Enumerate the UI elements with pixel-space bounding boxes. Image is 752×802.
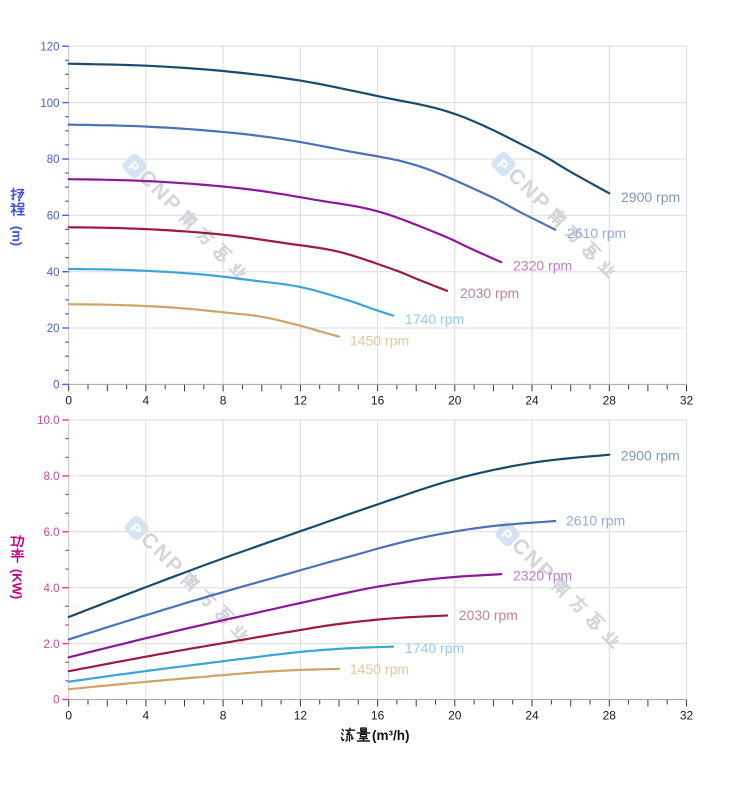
svg-text:8.0: 8.0 [44, 471, 60, 483]
svg-text:12: 12 [294, 394, 308, 408]
svg-text:32: 32 [680, 394, 694, 408]
svg-text:2610 rpm: 2610 rpm [567, 225, 626, 241]
svg-text:16: 16 [371, 709, 385, 723]
svg-text:80: 80 [47, 154, 60, 166]
svg-text:(m): (m) [10, 226, 25, 246]
svg-text:1740 rpm: 1740 rpm [405, 311, 464, 327]
svg-text:20: 20 [448, 709, 462, 723]
svg-text:0: 0 [53, 380, 59, 392]
svg-text:24: 24 [525, 394, 539, 408]
svg-text:8: 8 [220, 709, 227, 723]
svg-text:24: 24 [525, 709, 539, 723]
svg-text:40: 40 [47, 267, 60, 279]
svg-text:10.0: 10.0 [37, 415, 59, 427]
svg-text:2320 rpm: 2320 rpm [513, 568, 572, 584]
svg-text:0: 0 [65, 394, 72, 408]
svg-text:1450 rpm: 1450 rpm [350, 661, 409, 677]
svg-text:4: 4 [143, 709, 150, 723]
svg-text:12: 12 [294, 709, 308, 723]
svg-text:2900 rpm: 2900 rpm [621, 447, 680, 463]
svg-text:2030 rpm: 2030 rpm [459, 607, 518, 623]
svg-text:28: 28 [603, 709, 617, 723]
svg-text:0: 0 [65, 709, 72, 723]
svg-text:4: 4 [143, 394, 150, 408]
svg-text:100: 100 [40, 98, 59, 110]
svg-text:120: 120 [40, 41, 59, 53]
svg-text:1740 rpm: 1740 rpm [405, 640, 464, 656]
svg-text:20: 20 [47, 323, 60, 335]
svg-text:20: 20 [448, 394, 462, 408]
svg-text:(m³/h): (m³/h) [372, 728, 410, 743]
svg-text:2610 rpm: 2610 rpm [566, 513, 625, 529]
svg-text:4.0: 4.0 [44, 583, 60, 595]
svg-text:16: 16 [371, 394, 385, 408]
svg-text:60: 60 [47, 211, 60, 223]
svg-text:8: 8 [220, 394, 227, 408]
svg-text:(KW): (KW) [10, 569, 25, 599]
svg-text:28: 28 [603, 394, 617, 408]
svg-text:0: 0 [53, 695, 59, 707]
svg-text:1450 rpm: 1450 rpm [350, 333, 409, 349]
svg-text:2320 rpm: 2320 rpm [513, 258, 572, 274]
svg-text:32: 32 [680, 709, 694, 723]
svg-text:2030 rpm: 2030 rpm [460, 285, 519, 301]
svg-text:6.0: 6.0 [44, 527, 60, 539]
svg-text:2.0: 2.0 [44, 639, 60, 651]
svg-text:2900 rpm: 2900 rpm [621, 189, 680, 205]
